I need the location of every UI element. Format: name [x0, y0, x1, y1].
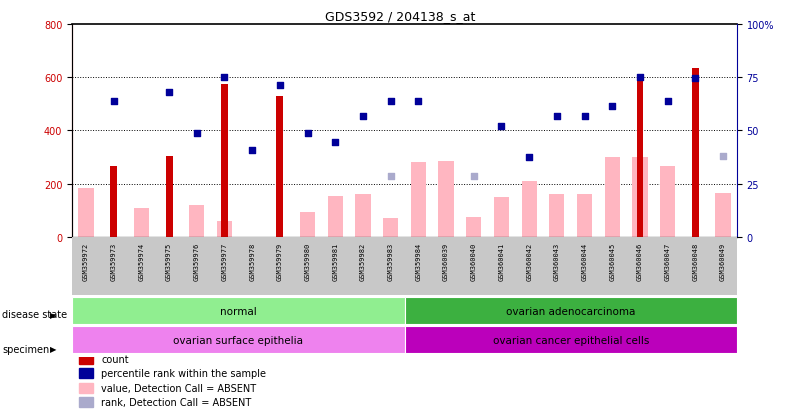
Point	[467, 173, 480, 180]
Text: GSM359980: GSM359980	[304, 242, 311, 280]
Text: normal: normal	[220, 306, 256, 316]
Bar	[411, 163, 426, 237]
Text: GSM360041: GSM360041	[498, 242, 505, 280]
Bar	[78, 188, 94, 237]
Bar	[632, 158, 647, 237]
Text: GSM360045: GSM360045	[610, 242, 615, 280]
Bar	[715, 194, 731, 237]
Text: count: count	[102, 354, 129, 364]
Text: GSM360042: GSM360042	[526, 242, 532, 280]
Point	[689, 76, 702, 83]
Text: GSM359981: GSM359981	[332, 242, 338, 280]
Text: ▶: ▶	[50, 344, 57, 354]
Bar	[78, 354, 94, 364]
Bar	[300, 212, 315, 237]
Bar	[189, 206, 204, 237]
Point	[550, 113, 563, 120]
Point	[273, 83, 286, 89]
Text: GSM360046: GSM360046	[637, 242, 643, 280]
Point	[634, 75, 646, 81]
Bar	[549, 195, 565, 237]
Text: GSM359983: GSM359983	[388, 242, 393, 280]
Text: ovarian cancer epithelial cells: ovarian cancer epithelial cells	[493, 335, 649, 345]
Text: rank, Detection Call = ABSENT: rank, Detection Call = ABSENT	[102, 397, 252, 407]
Point	[717, 153, 730, 160]
Bar	[78, 383, 94, 393]
Point	[606, 104, 618, 111]
Point	[301, 131, 314, 137]
Text: GSM359974: GSM359974	[139, 242, 144, 280]
Text: GSM359975: GSM359975	[166, 242, 172, 280]
Bar	[72, 326, 405, 353]
Text: GSM360047: GSM360047	[665, 242, 670, 280]
Bar	[466, 218, 481, 237]
Text: GSM359984: GSM359984	[416, 242, 421, 280]
Bar	[521, 182, 537, 237]
Bar	[72, 297, 405, 324]
Text: GSM359977: GSM359977	[221, 242, 227, 280]
Point	[662, 99, 674, 105]
Text: specimen: specimen	[2, 344, 50, 354]
Bar	[217, 221, 232, 237]
Point	[246, 148, 259, 154]
Text: GSM359982: GSM359982	[360, 242, 366, 280]
Point	[384, 99, 397, 105]
Bar	[78, 368, 94, 378]
Point	[412, 99, 425, 105]
Text: GSM360049: GSM360049	[720, 242, 726, 280]
Bar	[166, 157, 172, 237]
Point	[523, 154, 536, 161]
Bar	[692, 69, 698, 237]
Bar	[356, 195, 371, 237]
Text: GSM360043: GSM360043	[553, 242, 560, 280]
Point	[495, 124, 508, 131]
Bar	[605, 158, 620, 237]
Bar	[111, 167, 117, 237]
Text: disease state: disease state	[2, 310, 67, 320]
Text: GSM360039: GSM360039	[443, 242, 449, 280]
Bar	[383, 219, 398, 237]
Point	[163, 89, 175, 96]
Bar	[438, 162, 453, 237]
Bar	[221, 85, 228, 237]
Text: GDS3592 / 204138_s_at: GDS3592 / 204138_s_at	[325, 10, 476, 23]
Point	[191, 131, 203, 137]
Text: percentile rank within the sample: percentile rank within the sample	[102, 368, 267, 378]
Bar	[660, 167, 675, 237]
Bar	[637, 77, 643, 237]
Point	[356, 113, 369, 120]
Text: GSM359976: GSM359976	[194, 242, 199, 280]
Bar	[276, 97, 284, 237]
Bar	[405, 297, 737, 324]
Text: ovarian adenocarcinoma: ovarian adenocarcinoma	[506, 306, 635, 316]
Text: ▶: ▶	[50, 310, 57, 319]
Bar	[134, 208, 149, 237]
Bar	[78, 397, 94, 407]
Text: GSM359978: GSM359978	[249, 242, 256, 280]
Text: GSM359979: GSM359979	[277, 242, 283, 280]
Text: GSM360040: GSM360040	[471, 242, 477, 280]
Point	[578, 113, 591, 120]
Bar	[494, 197, 509, 237]
Point	[384, 173, 397, 180]
Text: GSM360048: GSM360048	[692, 242, 698, 280]
Text: GSM360044: GSM360044	[582, 242, 588, 280]
Point	[107, 99, 120, 105]
Bar	[405, 326, 737, 353]
Point	[218, 75, 231, 81]
Point	[329, 140, 342, 146]
Text: GSM359973: GSM359973	[111, 242, 117, 280]
Text: value, Detection Call = ABSENT: value, Detection Call = ABSENT	[102, 383, 256, 393]
Bar	[577, 195, 592, 237]
Bar	[328, 196, 343, 237]
Text: GSM359972: GSM359972	[83, 242, 89, 280]
Text: ovarian surface epithelia: ovarian surface epithelia	[173, 335, 304, 345]
